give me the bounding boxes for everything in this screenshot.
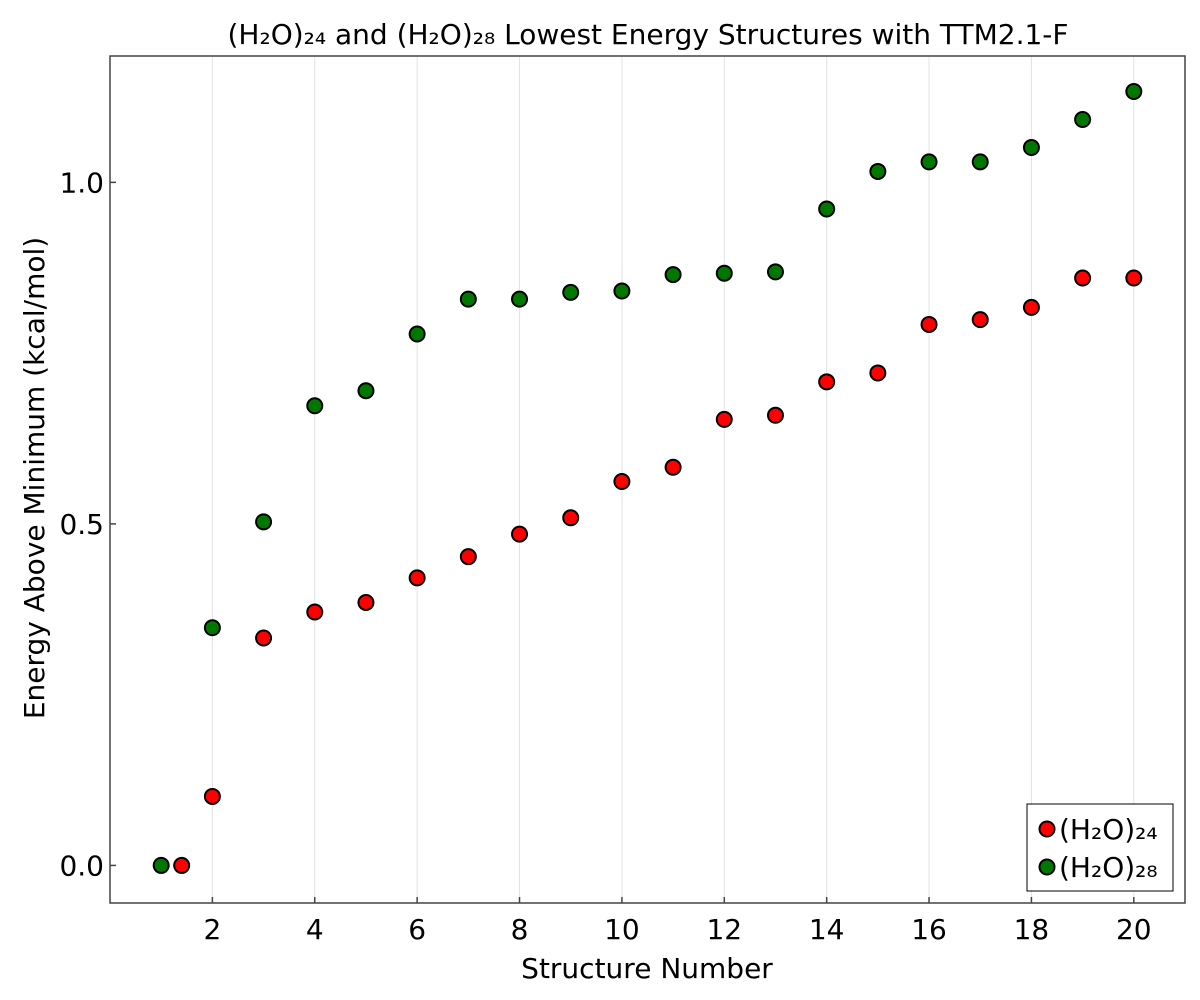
series-1-point-11 — [715, 264, 733, 282]
series-0-point-13 — [818, 373, 836, 391]
series-0-point-18 — [1074, 269, 1092, 287]
series-1-point-18 — [1074, 111, 1092, 129]
series-1-point-0 — [152, 856, 170, 874]
series-0-point-14 — [869, 364, 887, 382]
series-0-point-16 — [971, 311, 989, 329]
x-tick-label-8: 8 — [511, 913, 529, 946]
x-tick-label-4: 4 — [306, 913, 324, 946]
series-1-point-17 — [1022, 139, 1040, 157]
x-axis-ticks: 2 4 6 8 10 12 14 16 18 20 — [203, 897, 1152, 946]
x-tick-label-12: 12 — [706, 913, 742, 946]
series-1 — [152, 83, 1143, 874]
series-1-point-8 — [562, 283, 580, 301]
series-0-point-5 — [408, 569, 426, 587]
x-tick-label-16: 16 — [911, 913, 947, 946]
series-0-point-1 — [203, 787, 221, 805]
series-1-point-13 — [818, 200, 836, 218]
series-1-point-9 — [613, 282, 631, 300]
series-0-point-11 — [715, 410, 733, 428]
x-tick-label-14: 14 — [809, 913, 845, 946]
plot-area-frame — [109, 55, 1186, 904]
series-1-point-16 — [971, 153, 989, 171]
series-1-point-1 — [203, 619, 221, 637]
series-0-point-4 — [357, 593, 375, 611]
series-1-point-14 — [869, 162, 887, 180]
series-0-point-10 — [664, 458, 682, 476]
x-tick-label-6: 6 — [408, 913, 426, 946]
series-0-point-19 — [1125, 269, 1143, 287]
legend-label-h2o-28: (H₂O)₂₈ — [1059, 851, 1158, 884]
series-0-point-2 — [255, 629, 273, 647]
series-1-point-19 — [1125, 83, 1143, 101]
legend-marker-h2o-24 — [1038, 820, 1056, 838]
series-0-point-0 — [173, 856, 191, 874]
legend-label-h2o-24: (H₂O)₂₄ — [1059, 813, 1158, 846]
data-points — [152, 83, 1143, 874]
series-0-point-12 — [766, 406, 784, 424]
series-1-point-12 — [766, 263, 784, 281]
series-1-point-3 — [306, 397, 324, 415]
y-tick-label-1: 0.5 — [59, 508, 104, 541]
series-1-point-10 — [664, 266, 682, 284]
x-tick-label-10: 10 — [604, 913, 640, 946]
series-1-point-2 — [255, 513, 273, 531]
x-tick-label-2: 2 — [203, 913, 221, 946]
series-1-point-4 — [357, 382, 375, 400]
series-1-point-15 — [920, 153, 938, 171]
series-0 — [173, 269, 1143, 874]
y-axis-label: Energy Above Minimum (kcal/mol) — [18, 237, 51, 719]
series-1-point-5 — [408, 325, 426, 343]
legend: (H₂O)₂₄ (H₂O)₂₈ — [1026, 803, 1174, 892]
series-1-point-7 — [511, 290, 529, 308]
series-0-point-15 — [920, 315, 938, 333]
series-0-point-6 — [459, 548, 477, 566]
series-0-point-17 — [1022, 298, 1040, 316]
y-tick-label-0: 0.0 — [59, 849, 104, 882]
x-tick-label-20: 20 — [1116, 913, 1152, 946]
series-0-point-8 — [562, 509, 580, 527]
x-axis-label: Structure Number — [521, 952, 773, 985]
series-1-point-6 — [459, 290, 477, 308]
y-axis-ticks: 0.0 0.5 1.0 — [59, 166, 116, 882]
chart-title: (H₂O)₂₄ and (H₂O)₂₈ Lowest Energy Struct… — [227, 18, 1068, 51]
grid-lines — [211, 56, 1135, 903]
legend-box — [1026, 803, 1174, 892]
series-0-point-3 — [306, 603, 324, 621]
series-0-point-7 — [511, 525, 529, 543]
x-tick-label-18: 18 — [1014, 913, 1050, 946]
series-0-point-9 — [613, 473, 631, 491]
legend-marker-h2o-28 — [1038, 858, 1056, 876]
y-tick-label-2: 1.0 — [59, 166, 104, 199]
